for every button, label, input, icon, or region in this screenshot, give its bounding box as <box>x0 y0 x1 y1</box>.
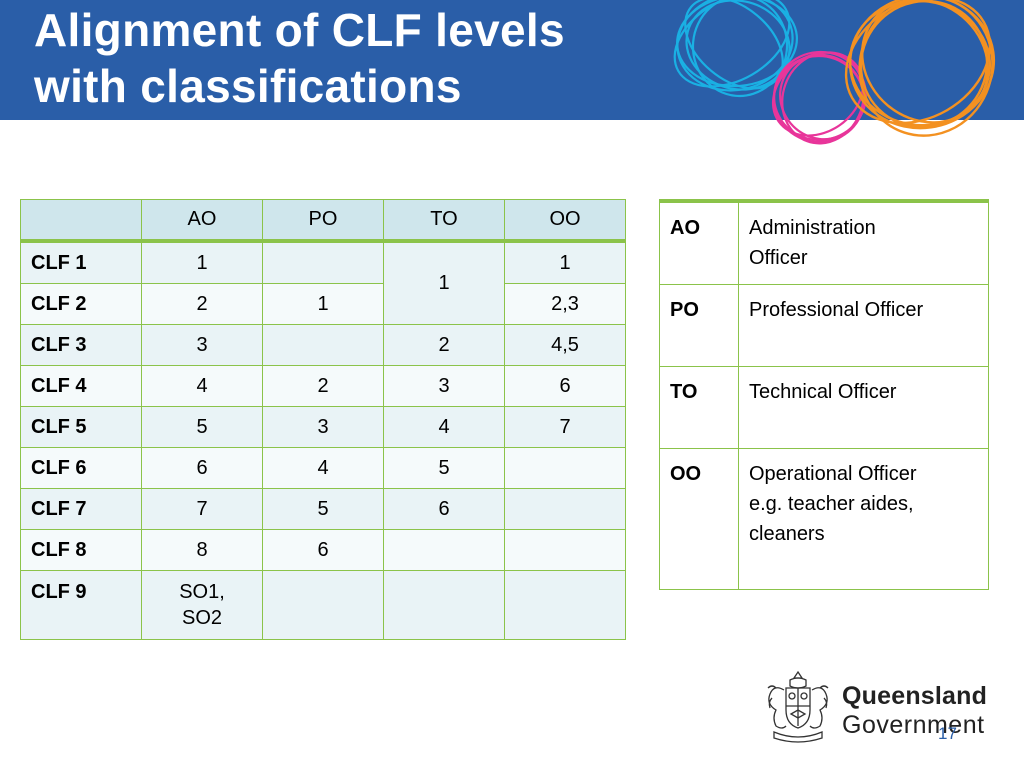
row-label: CLF 7 <box>20 488 142 530</box>
cell-oo: 4,5 <box>504 324 626 366</box>
row-label: CLF 9 <box>20 570 142 640</box>
page-number: 17 <box>938 724 957 743</box>
cell-to-merged: 1 <box>383 240 505 325</box>
legend-abbr: TO <box>659 366 739 449</box>
header-cell-ao: AO <box>141 199 263 243</box>
cell-po <box>262 324 384 366</box>
cell-po <box>262 570 384 640</box>
cell-po: 5 <box>262 488 384 530</box>
cell-to: 4 <box>383 406 505 448</box>
row-label: CLF 5 <box>20 406 142 448</box>
header-cell-to: TO <box>383 199 505 243</box>
cell-oo: 6 <box>504 365 626 407</box>
cell-to: 5 <box>383 447 505 489</box>
cell-ao: 5 <box>141 406 263 448</box>
cell-to: 6 <box>383 488 505 530</box>
cell-po: 4 <box>262 447 384 489</box>
cell-oo <box>504 488 626 530</box>
decorative-scribbles <box>673 0 996 145</box>
row-label: CLF 4 <box>20 365 142 407</box>
legend-desc-line: cleaners <box>749 523 825 545</box>
cell-ao: 3 <box>141 324 263 366</box>
abbreviation-legend-table: AO Administration Officer PO Professiona… <box>659 199 989 590</box>
cell-oo <box>504 570 626 640</box>
cell-ao: 4 <box>141 365 263 407</box>
legend-abbr: OO <box>659 448 739 590</box>
cell-po <box>262 240 384 284</box>
queensland-government-logo: Queensland Government <box>842 682 987 740</box>
cell-to: 2 <box>383 324 505 366</box>
legend-desc-line: Operational Officer <box>749 463 917 485</box>
cell-oo <box>504 447 626 489</box>
header-cell-po: PO <box>262 199 384 243</box>
cell-oo <box>504 529 626 571</box>
slide-title: Alignment of CLF levels with classificat… <box>34 2 565 114</box>
cell-ao-line1: SO1, <box>179 581 225 603</box>
cell-ao-line2: SO2 <box>181 607 223 629</box>
table-row: CLF 8 8 6 <box>20 529 626 571</box>
clf-classification-table: AO PO TO OO CLF 1 1 1 1 CLF 2 2 1 2,3 CL… <box>20 199 626 640</box>
legend-description: Professional Officer <box>738 284 989 367</box>
header-cell-oo: OO <box>504 199 626 243</box>
legend-abbr: AO <box>659 200 739 285</box>
legend-description: Technical Officer <box>738 366 989 449</box>
logo-text-line1: Queensland <box>842 682 988 710</box>
table-row: CLF 9 SO1, SO2 <box>20 570 626 640</box>
cell-to: 3 <box>383 365 505 407</box>
row-label: CLF 1 <box>20 240 142 284</box>
cell-po: 2 <box>262 365 384 407</box>
cell-ao: 6 <box>141 447 263 489</box>
legend-row: PO Professional Officer <box>659 284 989 367</box>
cell-po: 1 <box>262 283 384 325</box>
table-header-row: AO PO TO OO <box>20 199 626 243</box>
row-label: CLF 3 <box>20 324 142 366</box>
title-banner: Alignment of CLF levels with classificat… <box>0 0 1024 120</box>
cell-to <box>383 529 505 571</box>
queensland-crest-icon <box>767 670 829 743</box>
table-row: CLF 7 7 5 6 <box>20 488 626 530</box>
cell-po: 3 <box>262 406 384 448</box>
legend-abbr: PO <box>659 284 739 367</box>
table-row: CLF 2 2 1 2,3 <box>20 283 626 325</box>
table-row: CLF 5 5 3 4 7 <box>20 406 626 448</box>
cell-ao: 8 <box>141 529 263 571</box>
legend-row: AO Administration Officer <box>659 200 989 285</box>
orange-scribble <box>844 0 996 137</box>
legend-description: Administration Officer <box>738 200 989 285</box>
cell-to <box>383 570 505 640</box>
legend-desc-line: e.g. teacher aides, <box>749 493 914 515</box>
cell-oo: 7 <box>504 406 626 448</box>
cell-ao: 1 <box>141 240 263 284</box>
table-row: CLF 6 6 4 5 <box>20 447 626 489</box>
row-label: CLF 8 <box>20 529 142 571</box>
row-label: CLF 6 <box>20 447 142 489</box>
cell-ao: 7 <box>141 488 263 530</box>
logo-text-line2: Government <box>842 711 985 739</box>
cell-ao: SO1, SO2 <box>141 570 263 640</box>
row-label: CLF 2 <box>20 283 142 325</box>
legend-row: TO Technical Officer <box>659 366 989 449</box>
legend-desc-line: Administration <box>749 217 876 239</box>
cell-oo: 2,3 <box>504 283 626 325</box>
slide-title-line1: Alignment of CLF levels <box>34 4 565 56</box>
legend-desc-line: Technical Officer <box>749 381 897 403</box>
legend-row: OO Operational Officer e.g. teacher aide… <box>659 448 989 590</box>
cell-oo: 1 <box>504 240 626 284</box>
table-row: CLF 3 3 2 4,5 <box>20 324 626 366</box>
table-row: CLF 4 4 2 3 6 <box>20 365 626 407</box>
cell-po: 6 <box>262 529 384 571</box>
slide-title-line2: with classifications <box>34 60 462 112</box>
legend-desc-line: Professional Officer <box>749 299 924 321</box>
table-row: CLF 1 1 1 1 <box>20 240 626 325</box>
cyan-scribble <box>673 0 799 98</box>
header-cell-empty <box>20 199 142 243</box>
legend-description: Operational Officer e.g. teacher aides, … <box>738 448 989 590</box>
cell-ao: 2 <box>141 283 263 325</box>
legend-desc-line: Officer <box>749 247 808 269</box>
